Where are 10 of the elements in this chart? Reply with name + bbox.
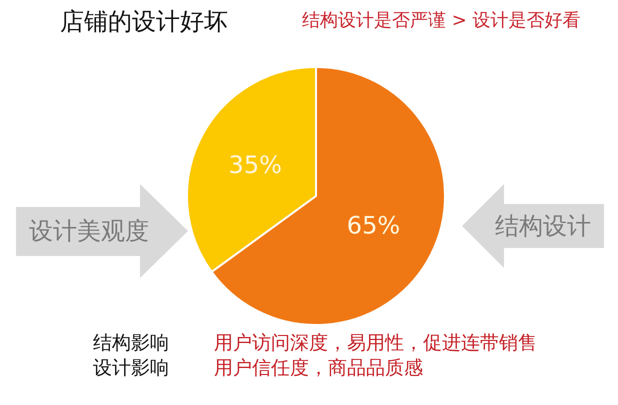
text: 设计影响 [93,357,169,379]
slice-label: 设计美观度 [29,217,149,245]
text: 用户访问深度，易用性，促进连带销售 [214,332,537,354]
text: 结构影响 [93,332,169,354]
chart-subtitle: 结构设计是否严谨 > 设计是否好看 [302,10,581,31]
data-label: 65% [346,211,400,240]
chart-title: 店铺的设计好坏 [60,7,228,36]
slice-label: 结构设计 [495,212,591,240]
data-label: 35% [228,151,282,180]
text: 用户信任度，商品品质感 [214,357,423,379]
